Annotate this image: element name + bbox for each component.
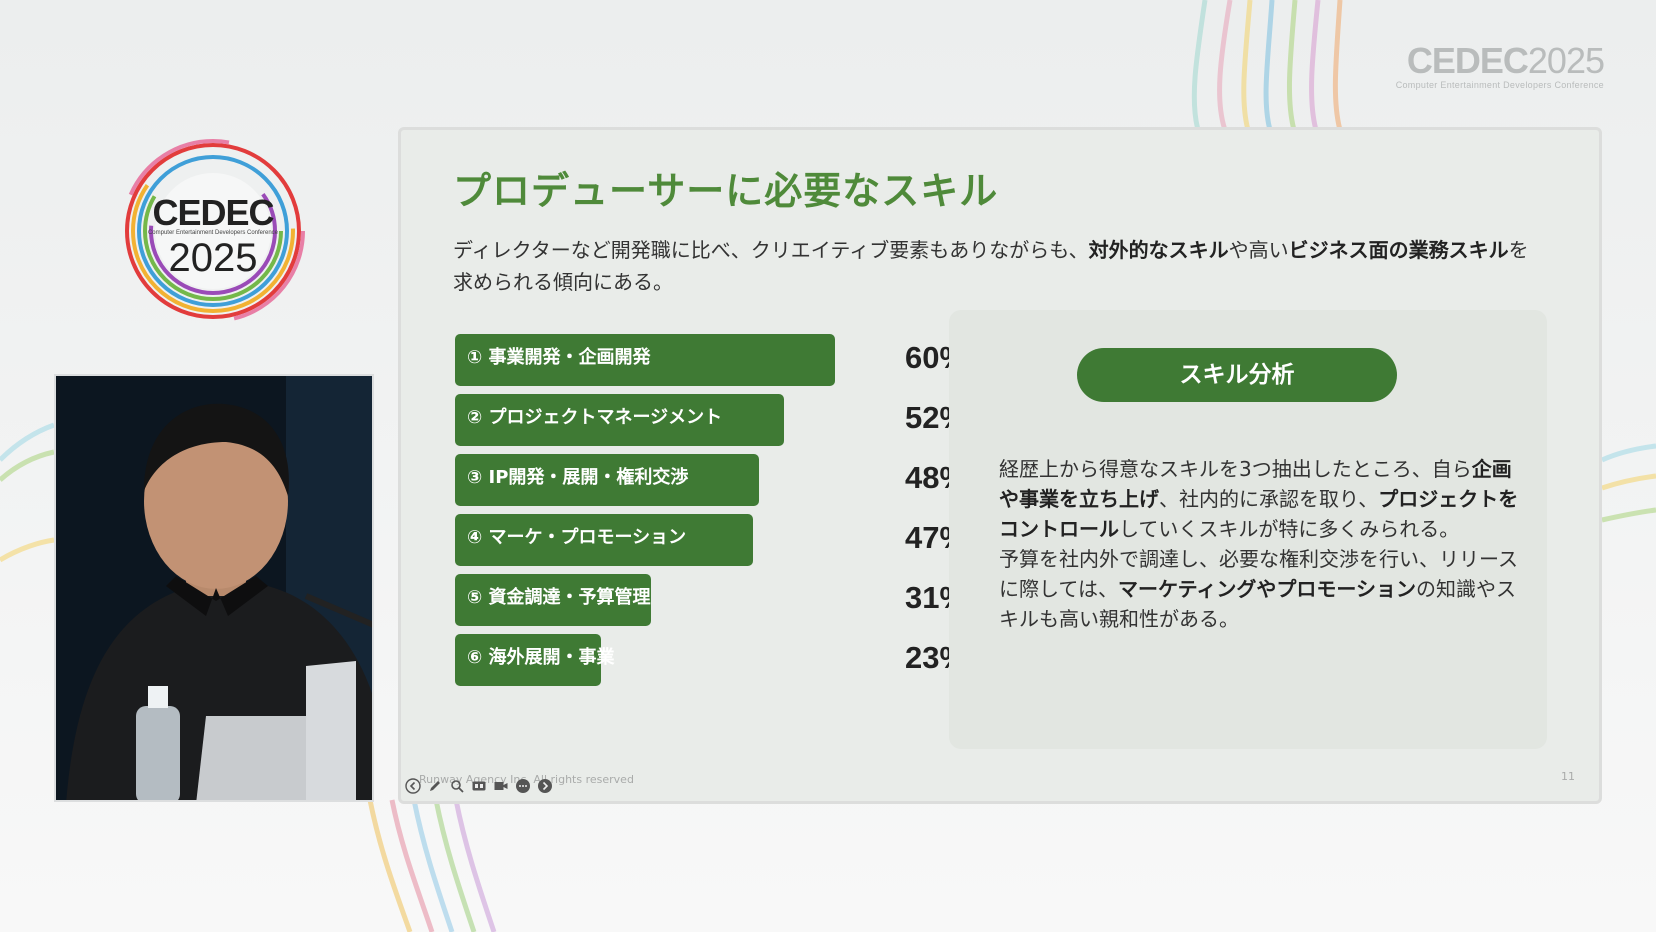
badge-subtitle: Computer Entertainment Developers Confer… xyxy=(147,230,279,236)
badge-word: CEDEC xyxy=(152,192,274,233)
skill-bar xyxy=(455,454,759,506)
skill-bar xyxy=(455,634,601,686)
header-logo: CEDEC2025 Computer Entertainment Develop… xyxy=(1395,40,1605,90)
intro-bold-1: 対外的なスキル xyxy=(1088,238,1229,262)
conference-badge: CEDEC Computer Entertainment Developers … xyxy=(118,136,308,326)
analysis-text-3: していくスキルが特に多くみられる。 xyxy=(1119,517,1460,541)
skill-row: ① 事業開発・企画開発 60% xyxy=(455,334,975,386)
skill-label: ⑤ 資金調達・予算管理 xyxy=(467,587,651,608)
skill-bar xyxy=(455,574,651,626)
analysis-text-2: 、社内的に承認を取り、 xyxy=(1159,487,1379,511)
skill-label: ③ IP開発・展開・権利交渉 xyxy=(467,467,689,488)
analysis-text-5: の知識やスキルも高い親和性がある。 xyxy=(999,577,1516,631)
skill-row: ③ IP開発・展開・権利交渉 48% xyxy=(455,454,975,506)
arrow-right-icon[interactable] xyxy=(536,777,553,794)
analysis-text-1: 経歴上から得意なスキルを3つ抽出したところ、自ら xyxy=(999,457,1472,481)
header-logo-year: 2025 xyxy=(1527,40,1605,81)
analysis-bold-1: 企画や事業を立ち上げ xyxy=(999,457,1512,511)
badge-ring-graphic xyxy=(121,139,305,323)
speaker-video xyxy=(54,374,374,802)
arrow-left-icon[interactable] xyxy=(404,777,421,794)
badge-year: 2025 xyxy=(168,236,258,280)
skill-row: ⑥ 海外展開・事業 23% xyxy=(455,634,975,686)
skill-bar xyxy=(455,394,784,446)
camera-icon[interactable] xyxy=(492,777,509,794)
skill-row: ④ マーケ・プロモーション 47% xyxy=(455,514,975,566)
pen-icon[interactable] xyxy=(426,777,443,794)
analysis-bold-2: プロジェクトをコントロール xyxy=(999,487,1519,541)
slide-page-number: 11 xyxy=(1561,770,1575,783)
slide-intro: ディレクターなど開発職に比べ、クリエイティブ要素もありながらも、対外的なスキルや… xyxy=(453,234,1543,298)
captions-icon[interactable] xyxy=(470,777,487,794)
speaker-video-frame xyxy=(56,376,372,800)
header-logo-subtitle: Computer Entertainment Developers Confer… xyxy=(1395,80,1604,90)
skill-row: ② プロジェクトマネージメント 52% xyxy=(455,394,975,446)
intro-text-1: ディレクターなど開発職に比べ、クリエイティブ要素もありながらも、 xyxy=(453,238,1089,262)
player-controls xyxy=(404,777,553,794)
analysis-panel: スキル分析 経歴上から得意なスキルを3つ抽出したところ、自ら企画や事業を立ち上げ… xyxy=(949,310,1547,749)
slide-title: プロデューサーに必要なスキル xyxy=(453,169,999,213)
header-logo-word: CEDEC xyxy=(1406,40,1529,81)
skill-bar xyxy=(455,334,835,386)
zoom-icon[interactable] xyxy=(448,777,465,794)
skill-label: ④ マーケ・プロモーション xyxy=(467,527,687,548)
skill-label: ① 事業開発・企画開発 xyxy=(467,347,651,368)
analysis-text: 経歴上から得意なスキルを3つ抽出したところ、自ら企画や事業を立ち上げ、社内的に承… xyxy=(999,454,1519,634)
skill-bar xyxy=(455,514,753,566)
intro-text-3: を求められる傾向にある。 xyxy=(453,238,1529,294)
intro-bold-2: ビジネス面の業務スキル xyxy=(1288,238,1509,262)
skill-label: ② プロジェクトマネージメント xyxy=(467,407,723,428)
more-icon[interactable] xyxy=(514,777,531,794)
intro-text-2: や高い xyxy=(1228,238,1289,262)
skill-row: ⑤ 資金調達・予算管理 31% xyxy=(455,574,975,626)
skill-label: ⑥ 海外展開・事業 xyxy=(467,647,615,668)
analysis-text-4: 予算を社内外で調達し、必要な権利交渉を行い、リリースに際しては、 xyxy=(999,547,1518,601)
analysis-bold-3: マーケティングやプロモーション xyxy=(1118,577,1416,601)
presentation-slide: プロデューサーに必要なスキル ディレクターなど開発職に比べ、クリエイティブ要素も… xyxy=(398,127,1602,804)
analysis-title: スキル分析 xyxy=(1077,348,1397,402)
